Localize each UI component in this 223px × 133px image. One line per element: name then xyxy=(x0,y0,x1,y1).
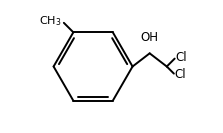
Text: Cl: Cl xyxy=(175,51,187,64)
Text: OH: OH xyxy=(141,31,159,44)
Text: CH$_3$: CH$_3$ xyxy=(39,15,62,28)
Text: Cl: Cl xyxy=(174,68,186,81)
